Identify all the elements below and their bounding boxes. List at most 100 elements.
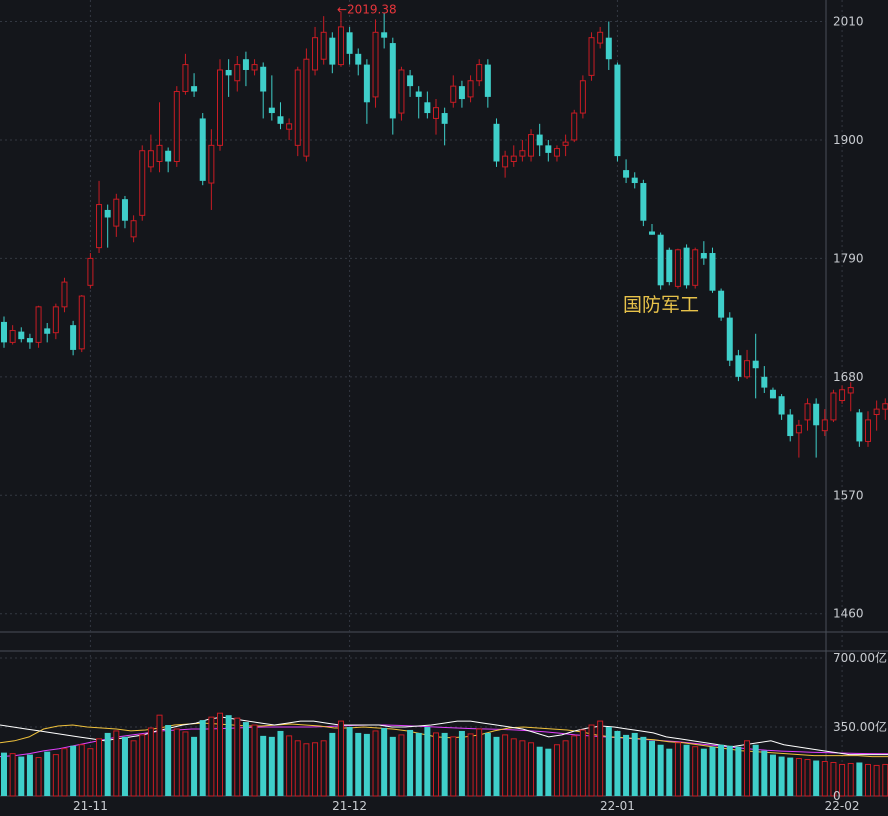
volume-bar-up — [61, 748, 68, 797]
volume-bar-down — [709, 746, 716, 796]
volume-bar-up — [795, 758, 802, 797]
candle-body-down — [268, 107, 275, 114]
volume-bar-down — [407, 729, 414, 796]
volume-bar-up — [553, 744, 560, 797]
candle-body-down — [761, 376, 768, 388]
candle-body-up — [156, 144, 163, 162]
volume-bar-up — [579, 729, 586, 797]
chart-title: 国防军工 — [623, 294, 699, 316]
volume-bar-up — [873, 764, 880, 797]
candle-body-up — [519, 150, 526, 157]
volume-ma-line-purple — [0, 724, 888, 758]
volume-bar-up — [502, 734, 509, 797]
volume-bar-up — [510, 738, 517, 797]
volume-bar-up — [744, 740, 751, 797]
candle-body-down — [242, 59, 249, 70]
candle-body-up — [312, 37, 319, 71]
candle-body-up — [830, 392, 837, 421]
volume-bar-down — [614, 730, 621, 796]
time-tick-label: 22-01 — [600, 799, 635, 813]
moving-averages — [0, 716, 888, 758]
volume-bar-down — [26, 754, 33, 796]
candle-body-up — [821, 419, 828, 432]
candle-body-up — [528, 134, 535, 157]
max-price-annotation: ←2019.38 — [337, 2, 397, 16]
candle-body-down — [640, 183, 647, 221]
volume-bar-down — [191, 736, 198, 796]
candle-body-down — [718, 290, 725, 318]
candle-body-up — [476, 64, 483, 82]
price-tick-label: 1460 — [833, 607, 864, 621]
candle-body-down — [424, 102, 431, 114]
volume-bar-down — [277, 730, 284, 796]
volume-bar-up — [571, 735, 578, 797]
candle-body-down — [649, 231, 655, 235]
candle-body-up — [78, 295, 85, 350]
candle-body-up — [372, 31, 379, 98]
volume-bar-up — [450, 736, 457, 797]
volume-bar-down — [769, 754, 776, 796]
candle-body-down — [346, 32, 353, 54]
candle-body-up — [303, 58, 310, 157]
volume-bar-down — [657, 744, 664, 796]
volume-bar-down — [121, 736, 128, 796]
volume-bar-down — [441, 732, 448, 796]
volume-bar-up — [52, 754, 59, 797]
volume-bars — [1, 712, 888, 797]
volume-bar-down — [104, 732, 111, 796]
candle-body-up — [52, 306, 59, 334]
volume-bar-up — [839, 763, 846, 797]
volume-bar-up — [286, 735, 293, 797]
candle-body-up — [882, 403, 888, 410]
volume-bar-up — [830, 761, 837, 797]
candle-body-up — [208, 144, 215, 184]
candle-body-up — [510, 155, 517, 162]
candle-body-up — [588, 37, 595, 76]
candle-body-down — [121, 199, 128, 221]
volume-bar-up — [528, 742, 535, 797]
candle-body-up — [450, 85, 457, 103]
volume-bar-down — [726, 745, 733, 796]
volume-bar-up — [173, 728, 180, 797]
volume-bar-down — [242, 722, 249, 796]
candle-body-down — [191, 86, 198, 92]
candle-body-up — [147, 150, 154, 168]
candle-body-up — [217, 69, 223, 146]
volume-bar-up — [588, 724, 595, 797]
candle-body-up — [571, 112, 578, 141]
candle-body-up — [804, 403, 811, 421]
candle-body-up — [294, 69, 301, 146]
volume-bar-down — [260, 735, 267, 796]
candle-body-down — [752, 360, 759, 369]
candle-body-down — [260, 66, 267, 92]
volume-bar-down — [640, 736, 647, 796]
candle-body-up — [61, 281, 68, 308]
volume-bar-down — [856, 762, 863, 796]
volume-bar-up — [398, 734, 405, 797]
volume-bar-up — [9, 753, 16, 797]
candle-body-up — [337, 26, 344, 66]
candle-body-up — [847, 387, 854, 394]
volume-bar-down — [415, 732, 422, 796]
price-tick-label: 2010 — [833, 15, 864, 29]
candle-body-up — [674, 249, 681, 287]
volume-tick-label: 350.00亿 — [833, 719, 887, 734]
volume-bar-up — [865, 763, 871, 797]
candle-body-down — [329, 37, 336, 65]
candle-body-down — [225, 69, 232, 76]
candle-body-down — [683, 247, 690, 286]
candle-body-down — [605, 37, 612, 60]
volume-bar-down — [666, 748, 673, 796]
volume-bar-up — [217, 712, 223, 797]
time-tick-label: 21-11 — [73, 799, 108, 813]
candle-body-down — [407, 75, 414, 87]
candle-body-down — [545, 145, 552, 153]
candle-body-up — [130, 220, 137, 238]
volume-bar-down — [1, 752, 7, 796]
volume-bar-up — [821, 761, 828, 797]
candle-body-up — [692, 249, 699, 286]
candle-body-down — [536, 134, 543, 146]
candle-body-down — [70, 325, 77, 350]
candle-body-down — [657, 234, 664, 286]
